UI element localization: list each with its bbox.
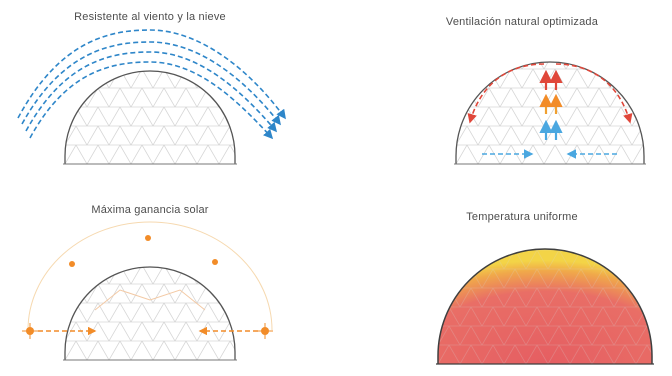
panel-uniform-temperature: Temperatura uniforme — [372, 196, 672, 376]
convection-loop — [467, 63, 633, 159]
rising-air-arrows — [539, 69, 563, 140]
ventilation-diagram — [454, 61, 646, 165]
panel-wind-resistance: Resistente al viento y la nieve — [0, 0, 300, 180]
dome — [454, 61, 646, 165]
wind-line — [21, 41, 281, 126]
wind-line — [29, 61, 274, 140]
sun-path-arc — [27, 221, 273, 331]
sun-icon — [22, 235, 273, 339]
panel-title: Máxima ganancia solar — [91, 204, 209, 216]
panel-solar-gain: Máxima ganancia solar — [0, 196, 300, 376]
wind-line — [25, 51, 278, 133]
panel-title: Resistente al viento y la nieve — [74, 11, 226, 23]
wind-diagram — [17, 29, 286, 165]
temperature-diagram — [436, 248, 654, 365]
wind-line — [17, 29, 286, 120]
hot-air-loop-left — [467, 63, 545, 124]
hot-air-loop-right — [555, 63, 633, 124]
solar-diagram — [22, 221, 273, 361]
dome — [63, 70, 237, 165]
dome — [63, 266, 237, 361]
panel-natural-ventilation: Ventilación natural optimizada — [372, 0, 672, 180]
dome — [436, 248, 654, 365]
panel-title: Ventilación natural optimizada — [445, 16, 599, 28]
wind-flow-lines — [17, 29, 286, 140]
panel-title: Temperatura uniforme — [466, 211, 578, 223]
